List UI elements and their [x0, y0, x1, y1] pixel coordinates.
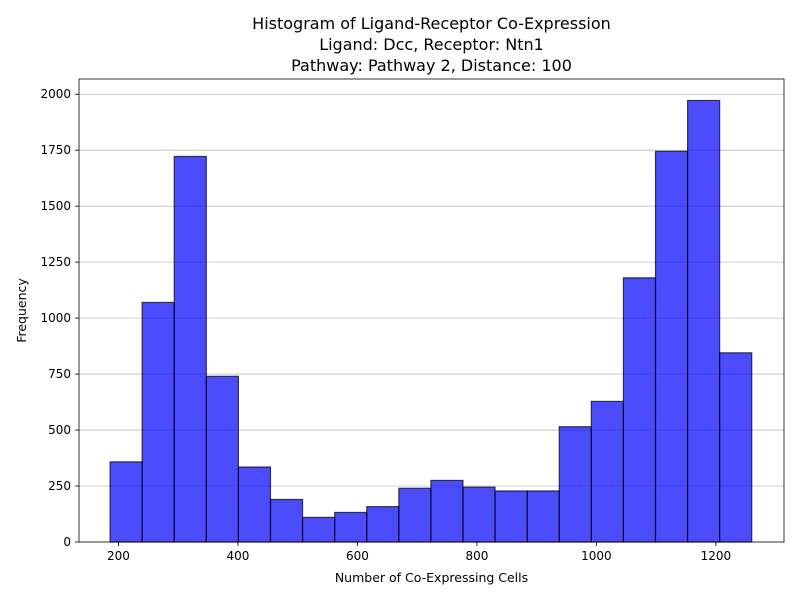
histogram-bar: [590, 400, 625, 543]
histogram-bar: [334, 511, 368, 543]
x-axis-ticks: 200 400 600 800 1000 1200: [107, 542, 731, 563]
histogram-bar: [301, 516, 336, 543]
y-tick-label: 1500: [40, 199, 71, 213]
histogram-bar: [109, 461, 143, 543]
histogram-bar: [141, 301, 175, 543]
y-tick-label: 1750: [40, 143, 71, 157]
title-line-1: Histogram of Ligand-Receptor Co-Expressi…: [252, 14, 611, 33]
x-axis-label: Number of Co-Expressing Cells: [335, 570, 528, 585]
y-tick-label: 2000: [40, 87, 71, 101]
x-tick-label: 200: [107, 549, 130, 563]
x-tick-label: 1000: [581, 549, 612, 563]
x-tick-label: 1200: [701, 549, 732, 563]
histogram-bar: [654, 150, 689, 543]
histogram-bar: [237, 466, 272, 543]
chart-title: Histogram of Ligand-Receptor Co-Expressi…: [252, 14, 611, 75]
title-line-2: Ligand: Dcc, Receptor: Ntn1: [319, 35, 544, 54]
y-tick-label: 1000: [40, 311, 71, 325]
histogram-bar: [622, 277, 657, 543]
histogram-bar: [269, 498, 304, 543]
histogram-bar: [558, 426, 592, 543]
histogram-bar: [526, 490, 560, 543]
x-tick-label: 400: [226, 549, 249, 563]
histogram-bar: [398, 487, 432, 543]
x-tick-label: 600: [346, 549, 369, 563]
plot-area: [78, 78, 785, 543]
histogram-bar: [462, 486, 496, 543]
histogram-bar: [173, 155, 207, 543]
histogram-bar: [719, 352, 753, 543]
y-tick-label: 750: [48, 367, 71, 381]
histogram-bars: [109, 99, 753, 543]
y-tick-label: 0: [63, 535, 71, 549]
histogram-bar: [686, 99, 721, 543]
y-axis-label: Frequency: [14, 278, 29, 343]
histogram-bar: [366, 506, 400, 543]
y-tick-label: 250: [48, 479, 71, 493]
y-tick-label: 500: [48, 423, 71, 437]
y-tick-label: 1250: [40, 255, 71, 269]
histogram-bar: [494, 490, 528, 543]
y-axis-ticks: 0 250 500 750 1000 1250 1500 1750 2000: [40, 87, 79, 549]
x-tick-label: 800: [465, 549, 488, 563]
histogram-bar: [430, 479, 464, 543]
histogram-bar: [205, 375, 240, 543]
title-line-3: Pathway: Pathway 2, Distance: 100: [291, 56, 572, 75]
